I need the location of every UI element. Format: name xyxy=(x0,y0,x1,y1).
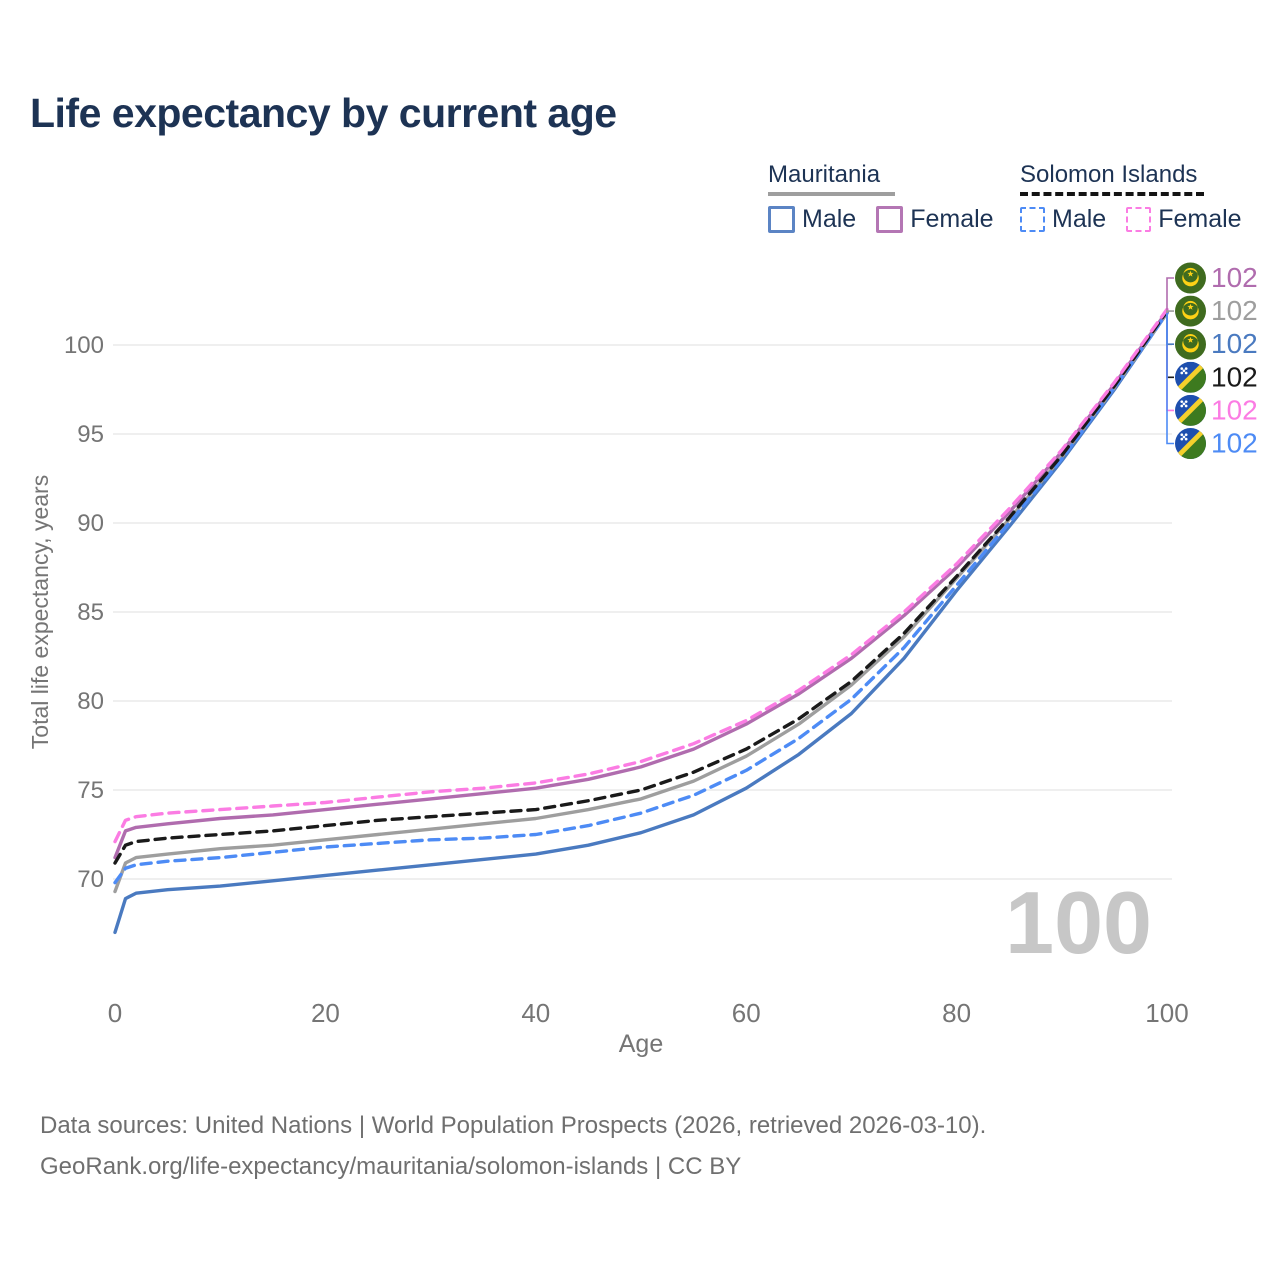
end-label-value: 102 xyxy=(1211,428,1258,459)
y-tick-label: 90 xyxy=(77,510,104,537)
legend-country-name-mauritania: Mauritania xyxy=(768,161,881,188)
end-label-connector xyxy=(1166,309,1174,412)
legend-items-mauritania: Male Female xyxy=(768,205,994,234)
solomon-islands-flag-icon xyxy=(1175,428,1206,459)
x-tick-label: 20 xyxy=(311,998,340,1028)
y-axis-title: Total life expectancy, years xyxy=(27,475,53,749)
mauritania-flag-icon xyxy=(1175,295,1206,327)
end-label-value: 102 xyxy=(1211,328,1258,359)
end-label-value: 102 xyxy=(1211,262,1258,293)
legend-label-mauritania-female: Female xyxy=(910,205,994,234)
legend-swatch-mauritania-male-icon xyxy=(768,206,795,234)
series-line-mauritania-male[interactable] xyxy=(113,311,1169,935)
end-label-connector xyxy=(1166,310,1174,313)
legend-swatch-solomon-islands-male-icon xyxy=(1020,207,1045,233)
mauritania-flag-icon xyxy=(1175,328,1206,360)
page-title: Life expectancy by current age xyxy=(30,90,617,136)
solomon-islands-flag-icon xyxy=(1175,362,1206,393)
y-tick-label: 95 xyxy=(77,421,104,448)
legend-group-solomon-islands: Solomon Islands Male Female xyxy=(1020,161,1242,234)
legend-label-mauritania-male: Male xyxy=(802,205,857,234)
legend-underline-mauritania xyxy=(768,192,895,197)
legend-item-mauritania-female[interactable]: Female xyxy=(876,205,994,234)
y-tick-label: 100 xyxy=(64,332,104,359)
x-tick-label: 40 xyxy=(521,998,550,1028)
series-line-mauritania-female[interactable] xyxy=(113,309,1169,860)
y-tick-label: 70 xyxy=(77,866,104,893)
legend-label-solomon-islands-female: Female xyxy=(1158,205,1242,234)
series-line-solomon-islands-male[interactable] xyxy=(113,311,1169,885)
y-tick-label: 80 xyxy=(77,688,104,715)
end-label-connector xyxy=(1166,313,1174,445)
legend-group-mauritania: Mauritania Male Female xyxy=(768,161,994,234)
legend-label-solomon-islands-male: Male xyxy=(1052,205,1107,234)
legend-swatch-mauritania-female-icon xyxy=(876,206,904,234)
series-line-solomon-islands-both-sexes[interactable] xyxy=(113,309,1169,865)
y-tick-label: 75 xyxy=(77,777,104,804)
age-counter-layer: 100 xyxy=(1005,873,1152,972)
legend-item-solomon-islands-female[interactable]: Female xyxy=(1126,205,1242,234)
y-tick-label: 85 xyxy=(77,599,104,626)
footer-attribution: GeoRank.org/life-expectancy/mauritania/s… xyxy=(40,1153,742,1181)
axis-layer: 70 75 80 85 90 95 100 0 20 40 60 80 100 Age Total life… xyxy=(27,332,1189,1058)
legend-swatch-solomon-islands-female-icon xyxy=(1126,207,1152,233)
footer-data-sources: Data sources: United Nations | World Pop… xyxy=(40,1112,987,1139)
x-tick-label: 0 xyxy=(108,998,122,1028)
end-label-connector xyxy=(1166,277,1174,312)
x-tick-label: 60 xyxy=(732,998,761,1028)
x-tick-label: 80 xyxy=(942,998,971,1028)
series-layer xyxy=(113,307,1169,935)
legend-country-name-solomon-islands: Solomon Islands xyxy=(1020,161,1198,188)
series-line-solomon-islands-female[interactable] xyxy=(113,307,1169,844)
x-tick-label: 100 xyxy=(1145,998,1188,1028)
end-label-connector xyxy=(1166,313,1174,345)
end-label-value: 102 xyxy=(1211,295,1258,326)
mauritania-flag-icon xyxy=(1175,262,1206,294)
end-label-value: 102 xyxy=(1211,394,1258,425)
legend-item-mauritania-male[interactable]: Male xyxy=(768,205,856,234)
legend-items-solomon-islands: Male Female xyxy=(1020,205,1242,234)
x-axis-title: Age xyxy=(619,1030,663,1058)
legend-item-solomon-islands-male[interactable]: Male xyxy=(1020,205,1106,234)
solomon-islands-flag-icon xyxy=(1175,395,1206,426)
age-counter: 100 xyxy=(1005,873,1152,972)
end-label-value: 102 xyxy=(1211,361,1258,392)
footer: Data sources: United Nations | World Pop… xyxy=(40,1105,1240,1188)
legend-underline-solomon-islands xyxy=(1020,192,1204,197)
